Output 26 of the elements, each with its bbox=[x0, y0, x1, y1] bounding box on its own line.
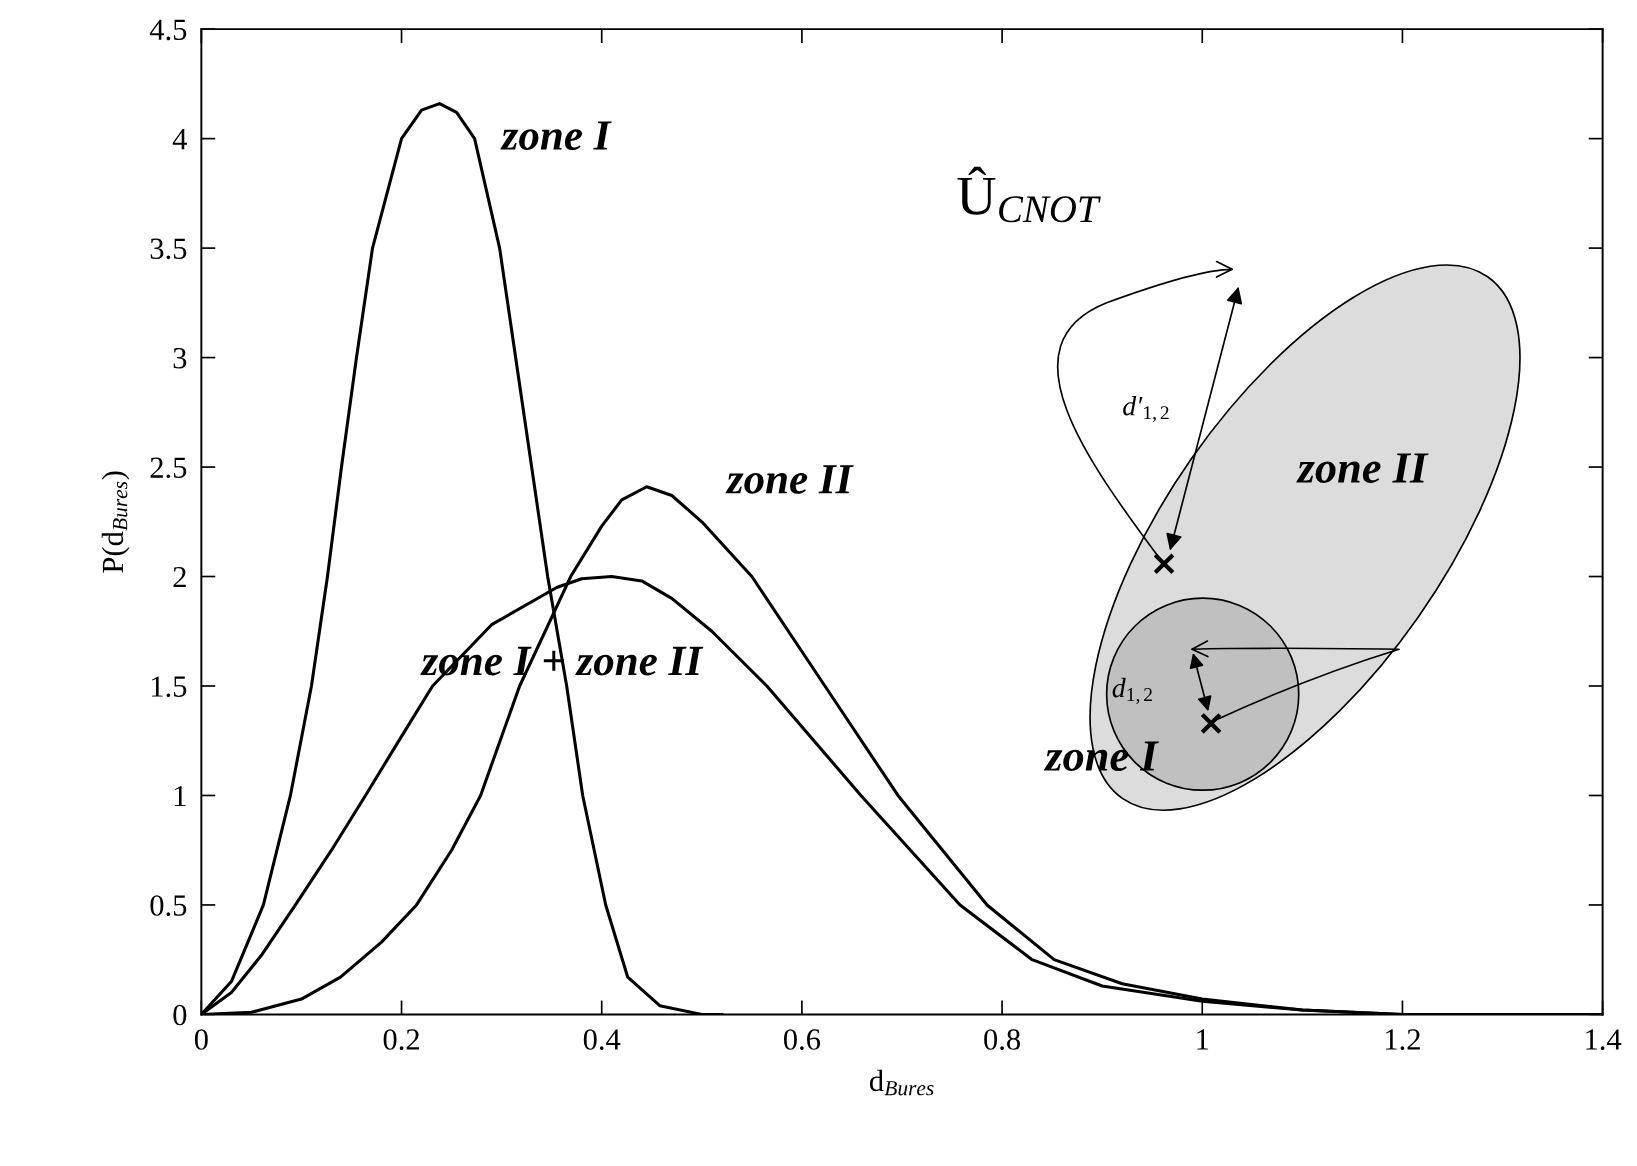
annotation: zone II bbox=[1296, 453, 1429, 483]
y-tick-label: 0.5 bbox=[150, 895, 187, 916]
x-tick-label: 0.8 bbox=[984, 1029, 1021, 1050]
x-tick-label: 1.4 bbox=[1586, 1029, 1622, 1050]
x-tick-label: 0.4 bbox=[583, 1029, 621, 1050]
x-tick-label: 0 bbox=[194, 1029, 208, 1050]
x-tick-label: 1 bbox=[1197, 1029, 1209, 1050]
y-tick-label: 4.5 bbox=[149, 19, 187, 41]
y-tick-label: 3.5 bbox=[150, 238, 187, 260]
annotation: zone II bbox=[725, 465, 854, 494]
x-tick-label: 1.2 bbox=[1386, 1029, 1420, 1050]
annotation: zone I bbox=[500, 121, 612, 150]
annotation: Û$_{CNOT}$ bbox=[957, 166, 1101, 223]
y-tick-label: 1 bbox=[174, 785, 186, 807]
annotation: d$_{1,2}$ bbox=[1112, 677, 1152, 704]
annotation: d′$_{1,2}$ bbox=[1123, 396, 1169, 423]
x-axis-title: d$_{Bures}$ bbox=[869, 1069, 934, 1096]
x-tick-label: 0.2 bbox=[383, 1029, 419, 1050]
y-tick-label: 2 bbox=[173, 566, 186, 588]
y-axis-title: P(d$_{Bures}$) bbox=[101, 471, 130, 573]
y-tick-label: 0 bbox=[173, 1004, 187, 1026]
y-tick-label: 3 bbox=[173, 347, 187, 369]
x-tick-label: 0.6 bbox=[783, 1029, 821, 1050]
y-tick-label: 4 bbox=[172, 129, 187, 150]
y-tick-label: 1.5 bbox=[151, 676, 187, 698]
y-tick-label: 2.5 bbox=[150, 457, 187, 479]
